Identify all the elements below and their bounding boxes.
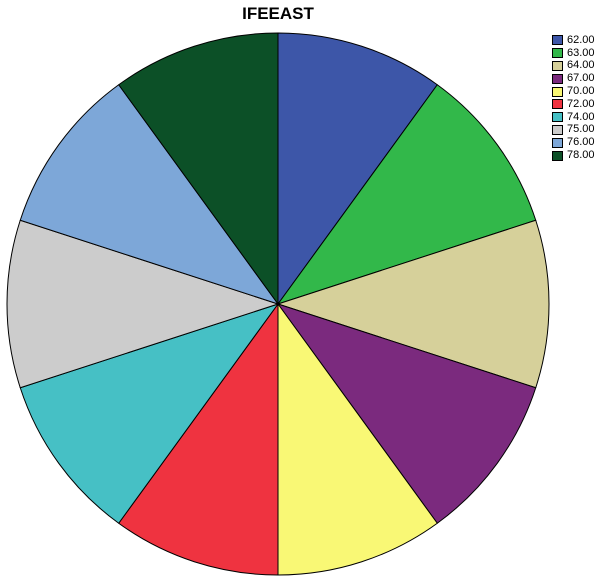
legend-swatch — [552, 35, 563, 46]
legend-swatch — [552, 99, 563, 110]
pie-slice-64.00 — [277, 219, 550, 389]
legend-swatch — [552, 73, 563, 84]
legend-label: 76.00 — [567, 136, 595, 149]
pie-slice-72.00 — [118, 303, 279, 576]
legend-label: 67.00 — [567, 72, 595, 85]
legend-label: 78.00 — [567, 149, 595, 162]
legend-item-76.00: 76.00 — [552, 136, 600, 149]
legend-item-70.00: 70.00 — [552, 85, 600, 98]
legend-swatch — [552, 48, 563, 59]
legend-swatch — [552, 124, 563, 135]
legend-item-75.00: 75.00 — [552, 124, 600, 137]
legend-label: 75.00 — [567, 123, 595, 136]
pie-chart — [6, 32, 550, 576]
pie-slice-70.00 — [277, 303, 438, 576]
pie-slice-63.00 — [277, 84, 537, 305]
legend-label: 64.00 — [567, 59, 595, 72]
pie-slice-74.00 — [19, 303, 279, 524]
legend-label: 72.00 — [567, 97, 595, 110]
legend-swatch — [552, 150, 563, 161]
legend-label: 63.00 — [567, 46, 595, 59]
pie-slice-75.00 — [6, 219, 279, 389]
legend-swatch — [552, 137, 563, 148]
legend-swatch — [552, 86, 563, 97]
legend-item-63.00: 63.00 — [552, 47, 600, 60]
legend-label: 62.00 — [567, 33, 595, 46]
legend-item-72.00: 72.00 — [552, 98, 600, 111]
legend-item-67.00: 67.00 — [552, 72, 600, 85]
legend-item-78.00: 78.00 — [552, 149, 600, 162]
legend-label: 70.00 — [567, 85, 595, 98]
chart-title: IFEEAST — [242, 4, 314, 23]
chart-legend: 62.00 63.00 64.00 67.00 70.00 72.00 74.00 75.00… — [552, 34, 600, 162]
pie-slice-76.00 — [19, 84, 279, 305]
legend-label: 74.00 — [567, 110, 595, 123]
legend-item-62.00: 62.00 — [552, 34, 600, 47]
pie-slice-78.00 — [118, 32, 279, 305]
legend-item-74.00: 74.00 — [552, 111, 600, 124]
pie-slice-67.00 — [277, 303, 537, 524]
legend-swatch — [552, 112, 563, 123]
pie-slice-62.00 — [277, 32, 438, 305]
legend-swatch — [552, 60, 563, 71]
legend-item-64.00: 64.00 — [552, 60, 600, 73]
